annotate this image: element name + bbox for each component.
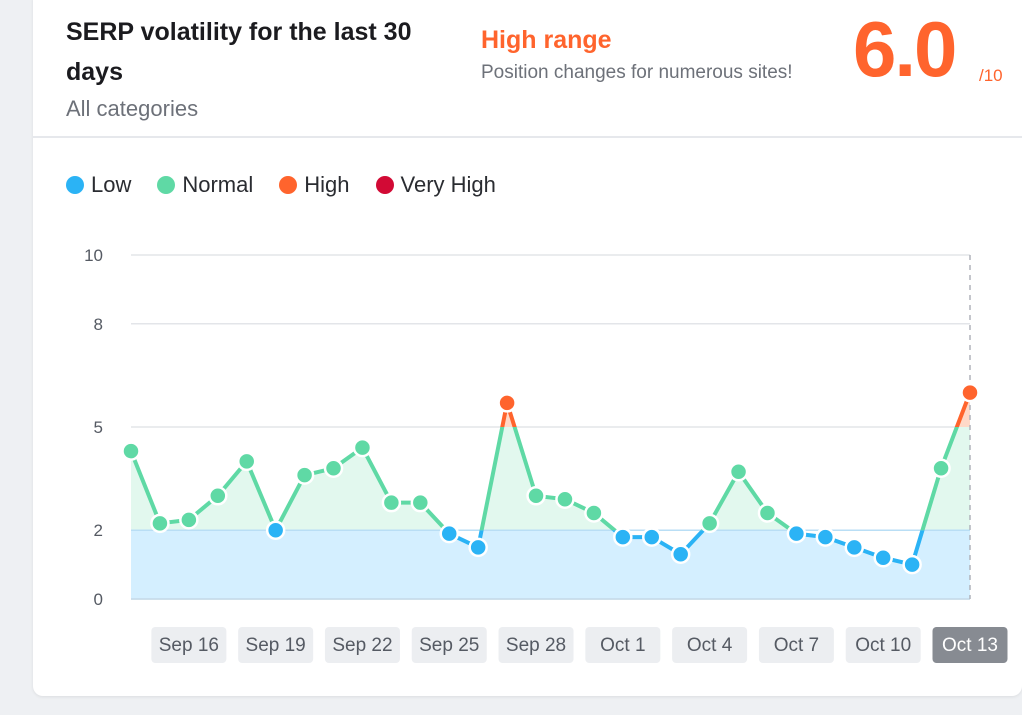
category-filter[interactable]: All categories xyxy=(66,96,199,121)
x-tick-label: Oct 13 xyxy=(942,635,998,656)
x-tick-pill xyxy=(411,627,487,663)
legend: Low Normal High Very High xyxy=(66,172,496,198)
legend-item-low[interactable]: Low xyxy=(66,172,131,198)
data-point[interactable] xyxy=(584,503,604,523)
card-header: SERP volatility for the last 30 days All… xyxy=(33,0,1022,138)
legend-label: Low xyxy=(91,172,132,197)
x-tick-pill xyxy=(238,627,314,663)
data-point[interactable] xyxy=(410,492,431,513)
data-point[interactable] xyxy=(642,527,662,547)
x-tick-label: Sep 28 xyxy=(506,635,566,656)
data-point[interactable] xyxy=(208,486,228,506)
data-point[interactable] xyxy=(960,382,980,403)
x-tick-pill xyxy=(498,627,574,663)
volatility-score: 6.0 xyxy=(853,5,957,93)
data-point[interactable] xyxy=(439,523,459,544)
data-point[interactable] xyxy=(931,458,951,479)
data-point[interactable] xyxy=(265,520,286,540)
x-tick-label: Sep 19 xyxy=(246,635,306,656)
y-tick-label: 2 xyxy=(94,521,103,540)
data-point[interactable] xyxy=(526,486,546,506)
data-point[interactable] xyxy=(873,547,893,568)
x-tick-pill xyxy=(672,627,748,663)
data-point[interactable] xyxy=(468,537,488,558)
data-point[interactable] xyxy=(179,510,199,530)
x-tick-label: Oct 7 xyxy=(774,635,819,656)
data-point[interactable] xyxy=(381,492,402,513)
legend-dot-low-icon xyxy=(66,176,84,194)
volatility-card: SERP volatility for the last 30 days All… xyxy=(33,0,1022,696)
x-tick-label: Sep 25 xyxy=(419,635,479,656)
card-title: SERP volatility for the last 30 days xyxy=(66,18,412,86)
x-tick-label: Oct 10 xyxy=(855,635,911,656)
data-point[interactable] xyxy=(497,393,517,413)
y-tick-label: 10 xyxy=(84,246,103,265)
score-max: /10 xyxy=(979,66,1003,85)
data-point[interactable] xyxy=(121,441,141,461)
y-tick-label: 8 xyxy=(94,315,103,334)
legend-dot-very-high-icon xyxy=(375,176,394,194)
range-label: High range xyxy=(481,26,612,54)
area-low xyxy=(131,530,970,599)
data-point[interactable] xyxy=(555,489,575,509)
legend-label: Very High xyxy=(400,172,496,197)
legend-dot-normal-icon xyxy=(157,176,176,194)
volatility-chart[interactable]: 0 2 5 8 10 Sep 16 Sep 19 Sep 22 Sep 25 Sep 28 Oct … xyxy=(33,0,1022,696)
x-tick-pill xyxy=(845,627,921,663)
data-point[interactable] xyxy=(699,513,720,534)
x-tick-pill xyxy=(758,627,834,663)
data-point[interactable] xyxy=(786,523,807,544)
data-point[interactable] xyxy=(815,527,836,547)
x-tick-label: Oct 1 xyxy=(600,635,645,656)
x-tick-label: Oct 4 xyxy=(687,635,733,656)
range-description: Position changes for numerous sites! xyxy=(481,62,793,83)
x-tick-label: Sep 22 xyxy=(332,635,392,656)
data-point[interactable] xyxy=(323,458,344,479)
data-point[interactable] xyxy=(150,513,170,534)
legend-item-normal[interactable]: Normal xyxy=(157,172,253,198)
data-point[interactable] xyxy=(236,451,257,472)
x-tick-pill xyxy=(324,627,400,663)
x-tick-pill xyxy=(585,627,661,663)
data-point[interactable] xyxy=(352,437,373,458)
data-point[interactable] xyxy=(613,527,633,547)
legend-label: Normal xyxy=(182,172,254,197)
data-point[interactable] xyxy=(757,503,778,523)
legend-label: High xyxy=(304,172,350,197)
legend-item-high[interactable]: High xyxy=(279,172,350,198)
data-point[interactable] xyxy=(728,461,749,482)
legend-dot-high-icon xyxy=(279,176,298,194)
x-tick-label: Sep 16 xyxy=(159,635,219,656)
x-tick-pill xyxy=(151,627,227,663)
x-tick-pill xyxy=(932,627,1008,663)
data-point[interactable] xyxy=(902,554,922,575)
series-line xyxy=(129,427,959,531)
data-point[interactable] xyxy=(844,537,865,558)
data-point[interactable] xyxy=(294,465,315,485)
y-tick-label: 0 xyxy=(94,590,103,609)
data-point[interactable] xyxy=(670,544,691,565)
legend-item-very-high[interactable]: Very High xyxy=(375,172,496,198)
y-tick-label: 5 xyxy=(94,418,103,437)
